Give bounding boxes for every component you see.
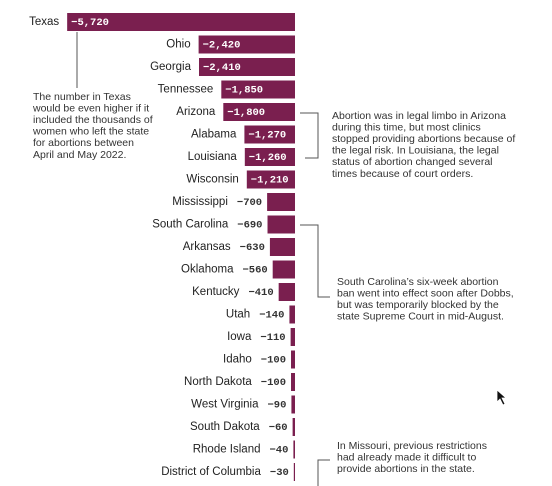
value-label: −560	[242, 264, 267, 276]
value-label: −100	[261, 377, 286, 389]
value-label: −700	[237, 197, 262, 209]
category-label: Utah	[226, 309, 250, 321]
category-label: Mississippi	[172, 196, 228, 208]
value-label: −60	[269, 422, 288, 434]
category-label: Arkansas	[183, 241, 231, 253]
bar	[267, 193, 295, 211]
annotation: state Supreme Court in mid-August.	[337, 311, 504, 323]
value-label: −690	[237, 219, 262, 231]
value-label: −410	[248, 287, 273, 299]
value-label: −90	[268, 399, 287, 411]
bar	[291, 373, 295, 391]
bar	[290, 328, 295, 346]
value-label: −1,210	[251, 174, 289, 186]
annotation: times because of court orders.	[332, 168, 473, 180]
category-label: Texas	[29, 16, 59, 28]
annotation: South Carolina’s six-week abortion	[337, 276, 499, 288]
bar	[244, 125, 295, 144]
annotation-connector	[317, 459, 330, 486]
category-label: Iowa	[227, 331, 252, 343]
category-label: Arizona	[176, 106, 216, 118]
annotation-connector	[300, 224, 330, 298]
category-label: South Dakota	[190, 421, 260, 433]
bar	[267, 215, 295, 234]
annotation: ban went into effect soon after Dobbs,	[337, 287, 514, 299]
bar	[291, 395, 295, 414]
value-label: −5,720	[71, 17, 109, 29]
value-label: −2,410	[203, 62, 241, 74]
annotation: April and May 2022.	[33, 149, 126, 161]
annotation: Abortion was in legal limbo in Arizona	[332, 110, 506, 122]
value-label: −100	[261, 354, 286, 366]
category-label: District of Columbia	[161, 466, 261, 478]
annotation-connector	[300, 112, 319, 159]
category-label: Idaho	[223, 354, 252, 366]
category-label: Louisiana	[188, 151, 238, 163]
category-label: North Dakota	[184, 376, 252, 388]
bar	[293, 463, 295, 481]
mouse-cursor	[496, 389, 508, 406]
annotation: provide abortions in the state.	[337, 463, 475, 475]
annotation: In Missouri, previous restrictions	[337, 440, 487, 452]
value-label: −30	[270, 467, 289, 479]
bar	[223, 103, 295, 121]
annotation: during this time, but most clinics	[332, 121, 481, 133]
value-label: −110	[260, 332, 285, 344]
bar	[246, 170, 295, 189]
annotation: the legal risk. In Louisiana, the legal	[332, 145, 499, 157]
value-label: −1,800	[227, 107, 265, 119]
category-label: South Carolina	[152, 219, 229, 231]
bar	[289, 305, 295, 324]
value-label: −1,270	[248, 129, 286, 141]
annotation: would be even higher if it	[32, 102, 149, 114]
annotation: but was temporarily blocked by the	[337, 299, 499, 311]
bar	[272, 260, 295, 279]
bar	[293, 440, 295, 459]
bar	[244, 148, 295, 166]
value-label: −2,420	[203, 39, 241, 51]
category-label: Ohio	[166, 39, 190, 51]
value-label: −1,850	[225, 84, 263, 96]
category-label: Alabama	[191, 129, 237, 141]
annotation: The number in Texas	[33, 91, 131, 103]
category-label: West Virginia	[191, 399, 259, 411]
bar	[269, 238, 295, 256]
annotation: included the thousands of	[33, 114, 153, 126]
category-label: Kentucky	[192, 286, 240, 298]
category-label: Wisconsin	[186, 174, 238, 186]
bar	[199, 58, 295, 76]
category-label: Georgia	[150, 61, 192, 73]
category-label: Oklahoma	[181, 264, 234, 276]
value-label: −40	[270, 444, 289, 456]
bar	[221, 80, 295, 99]
annotation: stopped providing abortions because of	[332, 133, 515, 145]
bar	[278, 283, 295, 301]
annotation: had already made it difficult to	[337, 451, 476, 463]
bar	[198, 35, 295, 54]
annotation: for abortions between	[33, 137, 134, 149]
value-label: −140	[259, 309, 284, 321]
category-label: Rhode Island	[193, 444, 261, 456]
category-label: Tennessee	[158, 84, 214, 96]
annotation: women who left the state	[32, 126, 149, 138]
value-label: −630	[240, 242, 265, 254]
bar	[67, 13, 295, 31]
value-label: −1,260	[249, 152, 287, 164]
annotation: status of abortion changed several	[332, 156, 493, 168]
bar	[292, 418, 295, 436]
bar	[291, 350, 295, 369]
